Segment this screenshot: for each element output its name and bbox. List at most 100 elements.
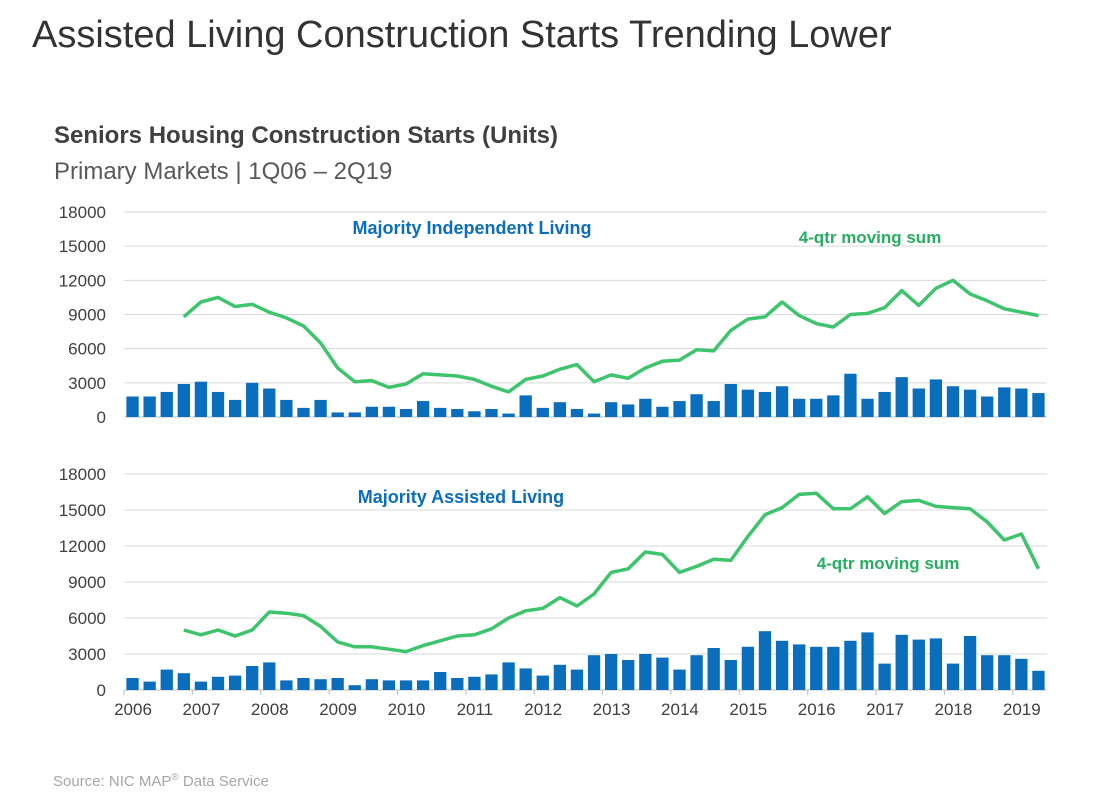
assisted-bar <box>587 655 601 690</box>
source-suffix: Data Service <box>178 773 269 790</box>
assisted-bar <box>656 657 669 690</box>
independent-y-tick-label: 3000 <box>68 374 106 393</box>
independent-moving-sum-line <box>182 278 1039 394</box>
assisted-bar <box>434 672 447 690</box>
assisted-x-tick-label: 2019 <box>1003 700 1041 719</box>
assisted-bar <box>143 681 156 690</box>
independent-bar <box>228 399 242 417</box>
independent-bar <box>929 379 943 417</box>
assisted-bar <box>878 663 891 690</box>
assisted-x-tick-label: 2017 <box>866 700 904 719</box>
assisted-bar <box>194 681 208 690</box>
independent-bar <box>1032 393 1045 417</box>
assisted-bar <box>793 644 806 690</box>
independent-bar <box>519 395 532 417</box>
independent-bar <box>314 399 327 417</box>
assisted-bar <box>1032 670 1045 690</box>
assisted-x-tick-label: 2015 <box>729 700 767 719</box>
assisted-x-tick-label: 2016 <box>798 700 836 719</box>
independent-bar <box>963 389 977 417</box>
independent-line-label: 4-qtr moving sum <box>799 228 942 247</box>
assisted-bar <box>160 669 173 690</box>
independent-bar <box>297 407 310 417</box>
independent-bar <box>194 381 208 417</box>
assisted-bar <box>536 675 549 690</box>
assisted-bar <box>741 646 755 690</box>
independent-bar <box>536 407 549 417</box>
assisted-bar <box>946 663 960 690</box>
independent-y-tick-label: 18000 <box>59 203 106 222</box>
assisted-y-tick-label: 15000 <box>59 501 106 520</box>
independent-bar <box>570 409 584 417</box>
independent-bar <box>793 398 806 417</box>
assisted-y-tick-label: 12000 <box>59 537 106 556</box>
assisted-bar <box>810 646 823 690</box>
independent-bar <box>895 377 908 417</box>
assisted-bar <box>844 640 857 690</box>
assisted-bar <box>553 664 567 690</box>
assisted-bar <box>348 685 361 690</box>
assisted-bar <box>724 660 737 690</box>
independent-bar <box>177 383 190 417</box>
assisted-y-tick-label: 6000 <box>68 609 106 628</box>
independent-bar <box>348 412 361 417</box>
assisted-bar <box>622 660 635 690</box>
assisted-bar <box>690 655 703 690</box>
assisted-bar <box>673 669 686 690</box>
assisted-x-tick-label: 2011 <box>457 700 494 719</box>
independent-bar <box>827 395 840 417</box>
independent-bar <box>690 394 703 417</box>
assisted-bar <box>758 631 772 690</box>
assisted-bar <box>211 676 225 690</box>
assisted-moving-sum-line <box>183 491 1041 654</box>
assisted-x-tick-label: 2012 <box>524 700 562 719</box>
independent-bar <box>485 409 498 417</box>
assisted-x-tick-label: 2006 <box>114 700 152 719</box>
independent-bar <box>912 388 925 417</box>
assisted-bar <box>468 676 481 690</box>
independent-bar <box>622 404 635 417</box>
assisted-line-label: 4-qtr moving sum <box>817 554 960 573</box>
assisted-bar <box>246 666 259 690</box>
assisted-bar <box>775 640 789 690</box>
chart-subtitle: Primary Markets | 1Q06 – 2Q19 <box>54 158 393 185</box>
independent-bar <box>775 386 789 417</box>
independent-y-tick-label: 9000 <box>68 306 106 325</box>
assisted-bar <box>827 646 840 690</box>
assisted-bar <box>126 678 139 690</box>
assisted-bar <box>280 680 293 690</box>
independent-bar <box>553 402 567 417</box>
assisted-bar <box>707 648 720 690</box>
independent-bar <box>160 391 173 417</box>
independent-bar <box>724 383 737 417</box>
assisted-bar <box>639 654 652 690</box>
independent-bar <box>656 406 669 417</box>
chart-title: Seniors Housing Construction Starts (Uni… <box>54 122 559 149</box>
independent-bar <box>946 386 960 417</box>
source-prefix: Source: NIC MAP <box>53 773 172 790</box>
assisted-bar <box>895 634 908 690</box>
assisted-x-tick-label: 2009 <box>319 700 357 719</box>
independent-bar <box>878 391 891 417</box>
assisted-bar <box>263 662 276 690</box>
independent-bar <box>263 388 276 417</box>
independent-bar <box>434 407 447 417</box>
independent-bar <box>604 402 618 417</box>
assisted-x-tick-label: 2014 <box>661 700 699 719</box>
independent-y-tick-label: 15000 <box>59 237 106 256</box>
independent-bar <box>502 413 515 417</box>
assisted-y-tick-label: 9000 <box>68 573 106 592</box>
independent-bar <box>365 406 378 417</box>
independent-bar <box>673 401 686 417</box>
independent-bar <box>399 409 413 417</box>
independent-bar <box>998 387 1011 417</box>
independent-bar <box>861 398 874 417</box>
assisted-bar <box>365 679 378 690</box>
assisted-bar <box>929 638 943 690</box>
independent-bar <box>758 391 772 417</box>
independent-bar <box>981 396 994 417</box>
assisted-bar <box>519 668 532 690</box>
independent-bar <box>382 406 396 417</box>
independent-bar <box>280 399 293 417</box>
independent-bar <box>211 391 225 417</box>
